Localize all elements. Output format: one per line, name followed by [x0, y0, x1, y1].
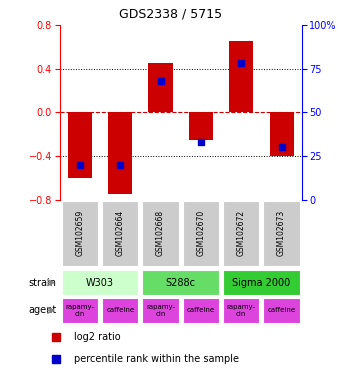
Bar	[102, 298, 138, 323]
Text: Sigma 2000: Sigma 2000	[232, 278, 291, 288]
Bar	[148, 63, 173, 112]
Bar	[263, 298, 300, 323]
Bar	[263, 201, 300, 266]
Bar	[229, 41, 253, 112]
Bar	[62, 270, 138, 295]
Text: strain: strain	[28, 278, 56, 288]
Bar	[183, 298, 219, 323]
Bar	[62, 201, 98, 266]
Text: S288c: S288c	[166, 278, 196, 288]
Text: percentile rank within the sample: percentile rank within the sample	[74, 354, 239, 364]
Text: agent: agent	[28, 305, 56, 315]
Text: GSM102659: GSM102659	[75, 210, 84, 257]
Bar	[62, 298, 98, 323]
Text: log2 ratio: log2 ratio	[74, 332, 121, 342]
Bar	[269, 112, 294, 156]
Text: W303: W303	[86, 278, 114, 288]
Text: GSM102673: GSM102673	[277, 210, 286, 257]
Bar	[142, 201, 179, 266]
Text: caffeine: caffeine	[106, 307, 134, 313]
Bar	[142, 298, 179, 323]
Bar	[223, 201, 260, 266]
Text: GDS2338 / 5715: GDS2338 / 5715	[119, 8, 222, 20]
Text: GSM102668: GSM102668	[156, 210, 165, 257]
Bar	[108, 112, 132, 194]
Text: GSM102664: GSM102664	[116, 210, 125, 257]
Bar	[223, 298, 260, 323]
Text: caffeine: caffeine	[268, 307, 296, 313]
Bar	[142, 270, 219, 295]
Text: rapamy-
cin: rapamy- cin	[146, 304, 175, 316]
Bar	[102, 201, 138, 266]
Text: GSM102672: GSM102672	[237, 210, 246, 257]
Bar	[183, 201, 219, 266]
Text: rapamy-
cin: rapamy- cin	[65, 304, 94, 316]
Bar	[223, 270, 300, 295]
Text: caffeine: caffeine	[187, 307, 215, 313]
Text: rapamy-
cin: rapamy- cin	[227, 304, 256, 316]
Text: GSM102670: GSM102670	[196, 210, 205, 257]
Bar	[189, 112, 213, 140]
Bar	[68, 112, 92, 178]
